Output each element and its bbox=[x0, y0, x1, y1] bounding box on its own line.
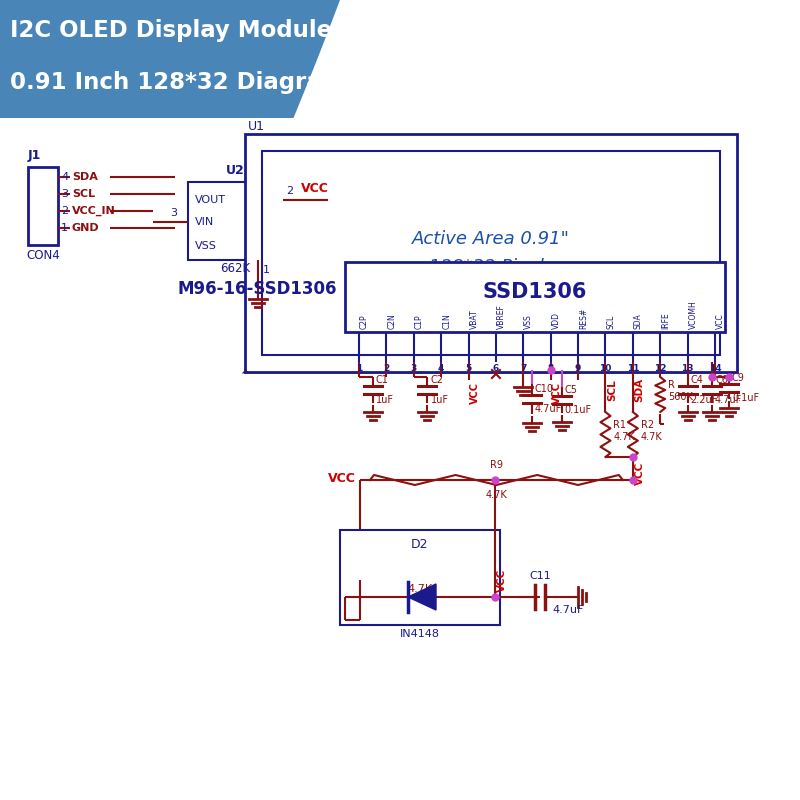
Text: 5: 5 bbox=[466, 364, 472, 373]
Text: SCL: SCL bbox=[607, 379, 617, 401]
Text: IN4148: IN4148 bbox=[400, 629, 440, 639]
Text: 1: 1 bbox=[263, 265, 270, 275]
Text: 4.7K: 4.7K bbox=[641, 433, 662, 442]
Text: 13: 13 bbox=[682, 364, 694, 373]
Text: VSS: VSS bbox=[524, 314, 534, 329]
Text: 2.2uF: 2.2uF bbox=[690, 395, 718, 405]
Text: SDA: SDA bbox=[634, 314, 643, 329]
Text: SCL: SCL bbox=[72, 189, 95, 199]
Text: 9: 9 bbox=[575, 364, 582, 373]
Text: SSD1306: SSD1306 bbox=[483, 282, 587, 302]
Text: R: R bbox=[668, 381, 675, 390]
Text: C2P: C2P bbox=[360, 314, 369, 329]
Text: C6: C6 bbox=[715, 375, 728, 385]
Text: VBREF: VBREF bbox=[497, 304, 506, 329]
Text: I2C OLED Display Module: I2C OLED Display Module bbox=[10, 18, 332, 42]
FancyBboxPatch shape bbox=[188, 182, 283, 260]
Text: 4.7uF: 4.7uF bbox=[715, 395, 742, 405]
Text: 11: 11 bbox=[626, 364, 639, 373]
FancyBboxPatch shape bbox=[345, 262, 725, 332]
Text: 3: 3 bbox=[410, 364, 417, 373]
Text: D2: D2 bbox=[411, 538, 429, 551]
Text: 3: 3 bbox=[61, 189, 68, 199]
Text: 7: 7 bbox=[520, 364, 526, 373]
Text: VCC: VCC bbox=[470, 382, 480, 404]
Text: 662K: 662K bbox=[221, 262, 250, 275]
Text: VCC: VCC bbox=[552, 382, 562, 404]
Text: 4.7uF: 4.7uF bbox=[534, 404, 562, 414]
Text: VDD: VDD bbox=[552, 312, 561, 329]
Polygon shape bbox=[245, 262, 737, 372]
Text: 6: 6 bbox=[493, 364, 499, 373]
Text: SDA: SDA bbox=[72, 172, 98, 182]
Text: GND: GND bbox=[72, 223, 100, 233]
Text: C1P: C1P bbox=[414, 314, 424, 329]
Text: VSS: VSS bbox=[195, 241, 217, 251]
Text: VCC: VCC bbox=[301, 182, 329, 195]
Text: 0.1uF: 0.1uF bbox=[732, 393, 759, 403]
Text: VCC: VCC bbox=[497, 569, 507, 592]
Text: C1N: C1N bbox=[442, 314, 451, 329]
Text: R9: R9 bbox=[490, 460, 503, 470]
Text: 1uF: 1uF bbox=[376, 395, 394, 405]
Text: C2: C2 bbox=[430, 375, 443, 385]
Text: 0.1uF: 0.1uF bbox=[565, 405, 592, 415]
Text: 128*32 Pixels: 128*32 Pixels bbox=[429, 258, 553, 276]
FancyBboxPatch shape bbox=[245, 134, 737, 372]
FancyBboxPatch shape bbox=[262, 151, 720, 355]
Text: U1: U1 bbox=[248, 120, 265, 133]
Text: SDA: SDA bbox=[634, 378, 644, 402]
Text: C10: C10 bbox=[534, 384, 554, 394]
Text: VCC_IN: VCC_IN bbox=[72, 206, 116, 216]
Polygon shape bbox=[0, 0, 340, 118]
Text: C5: C5 bbox=[565, 385, 578, 395]
Text: C4: C4 bbox=[690, 375, 703, 385]
Text: VOUT: VOUT bbox=[195, 195, 226, 205]
Text: C1: C1 bbox=[376, 375, 389, 385]
Text: 4: 4 bbox=[438, 364, 444, 373]
Text: 14: 14 bbox=[709, 364, 722, 373]
Text: 560K: 560K bbox=[668, 393, 693, 402]
Text: Active Area 0.91": Active Area 0.91" bbox=[412, 230, 570, 248]
Text: 4: 4 bbox=[61, 172, 68, 182]
Text: 1uF: 1uF bbox=[430, 395, 449, 405]
Text: VCC: VCC bbox=[635, 462, 645, 486]
Text: 2: 2 bbox=[286, 186, 293, 196]
Text: C11: C11 bbox=[529, 571, 551, 581]
Text: J1: J1 bbox=[28, 149, 42, 162]
Text: U2: U2 bbox=[226, 164, 245, 177]
Text: SCL: SCL bbox=[606, 314, 615, 329]
Text: 3: 3 bbox=[170, 208, 177, 218]
Text: 1: 1 bbox=[61, 223, 68, 233]
Text: 10: 10 bbox=[599, 364, 612, 373]
Text: VCOMH: VCOMH bbox=[689, 300, 698, 329]
Text: CON4: CON4 bbox=[26, 249, 60, 262]
Text: C9: C9 bbox=[732, 373, 745, 383]
Text: VBAT: VBAT bbox=[470, 310, 478, 329]
Text: 4.7K: 4.7K bbox=[486, 490, 507, 500]
Text: 8: 8 bbox=[547, 364, 554, 373]
Text: 2: 2 bbox=[61, 206, 68, 216]
Text: 0.91 Inch 128*32 Diagram: 0.91 Inch 128*32 Diagram bbox=[10, 70, 346, 94]
Text: 4.7uF: 4.7uF bbox=[552, 605, 584, 615]
Text: 12: 12 bbox=[654, 364, 666, 373]
Text: IRFE: IRFE bbox=[662, 312, 670, 329]
Text: VCC: VCC bbox=[716, 314, 725, 329]
Text: VCC: VCC bbox=[328, 471, 356, 485]
Polygon shape bbox=[408, 584, 436, 610]
Text: C2N: C2N bbox=[387, 314, 396, 329]
Text: M96-16-SSD1306: M96-16-SSD1306 bbox=[178, 280, 337, 298]
Text: R2: R2 bbox=[641, 421, 654, 430]
FancyBboxPatch shape bbox=[340, 530, 500, 625]
Text: 4.7K: 4.7K bbox=[614, 433, 635, 442]
Text: 1: 1 bbox=[356, 364, 362, 373]
Text: RES#: RES# bbox=[579, 308, 588, 329]
Text: R1: R1 bbox=[614, 421, 626, 430]
FancyBboxPatch shape bbox=[28, 167, 58, 245]
Text: 2: 2 bbox=[383, 364, 390, 373]
Text: 4.7K: 4.7K bbox=[407, 583, 433, 594]
Text: VIN: VIN bbox=[195, 217, 214, 227]
